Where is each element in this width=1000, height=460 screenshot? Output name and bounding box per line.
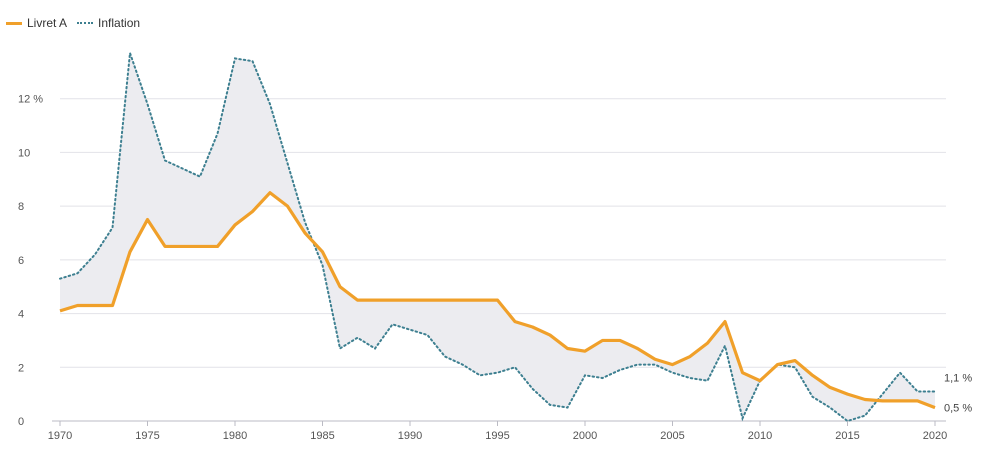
y-tick-label-2: 2	[18, 362, 24, 374]
legend-swatch-inflation	[77, 22, 94, 24]
x-tick-label-2005: 2005	[660, 430, 684, 442]
legend-label-livret: Livret A	[27, 16, 68, 30]
x-tick-label-1995: 1995	[485, 430, 509, 442]
legend-item-livret: Livret A	[6, 16, 67, 30]
legend-label-inflation: Inflation	[98, 16, 141, 30]
x-tick-label-1990: 1990	[398, 430, 422, 442]
band-fill-area	[60, 53, 935, 422]
y-tick-label-8: 8	[18, 201, 24, 213]
x-tick-label-2000: 2000	[573, 430, 597, 442]
y-tick-label-12: 12 %	[18, 94, 43, 106]
end-label-livret-a: 0,5 %	[944, 403, 972, 415]
x-tick-label-1980: 1980	[223, 430, 247, 442]
x-tick-label-2020: 2020	[923, 430, 947, 442]
end-label-inflation: 1,1 %	[944, 372, 972, 384]
legend-swatch-livret	[6, 21, 22, 25]
series-line-livret-a	[59, 191, 936, 410]
series-line-inflation	[59, 52, 936, 423]
x-tick-label-1985: 1985	[310, 430, 334, 442]
y-tick-label-10: 10	[18, 147, 30, 159]
y-tick-label-6: 6	[18, 255, 24, 267]
y-tick-label-4: 4	[18, 309, 24, 321]
legend-item-inflation: Inflation	[77, 16, 140, 30]
y-tick-label-0: 0	[18, 416, 24, 428]
x-tick-label-1975: 1975	[135, 430, 159, 442]
x-tick-label-2015: 2015	[835, 430, 859, 442]
chart-legend: Livret A Inflation	[6, 16, 150, 30]
x-tick-label-2010: 2010	[748, 430, 772, 442]
x-tick-label-1970: 1970	[48, 430, 72, 442]
